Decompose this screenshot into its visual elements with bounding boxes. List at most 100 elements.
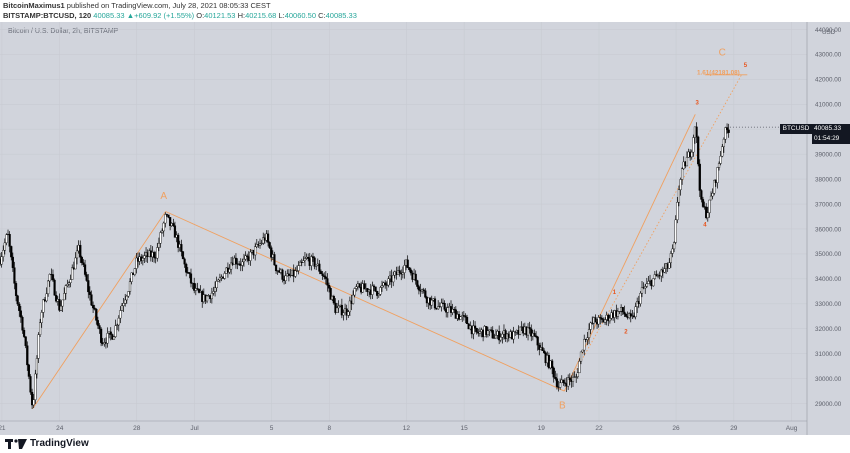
- candle-body: [21, 317, 24, 331]
- y-tick-label: 35000.00: [815, 251, 842, 258]
- tradingview-brand[interactable]: TradingView: [30, 438, 89, 449]
- wave-label: 1.61(42181.08): [697, 69, 740, 76]
- y-tick-label: 42000.00: [815, 77, 842, 84]
- candle-body: [599, 317, 602, 319]
- candle-body: [555, 378, 559, 387]
- candle-body: [653, 274, 656, 279]
- candle-body: [634, 306, 637, 318]
- candle-body: [19, 310, 22, 318]
- ohlc-bar: BITSTAMP:BTCUSD, 120 40085.33 ▲+609.92 (…: [3, 11, 357, 20]
- candle-body: [135, 257, 138, 269]
- open-label: O:: [196, 11, 205, 20]
- candle-body: [32, 399, 35, 406]
- candle-body: [319, 271, 323, 274]
- candle-body: [299, 261, 302, 266]
- candle-body: [578, 360, 581, 374]
- candle-body: [273, 254, 276, 266]
- candle-body: [437, 306, 440, 310]
- candle-body: [353, 288, 356, 296]
- candle-body: [75, 250, 79, 259]
- candle-body: [106, 333, 109, 344]
- y-tick-label: 33000.00: [815, 301, 842, 308]
- candle-body: [422, 289, 425, 291]
- candle-body: [228, 268, 231, 273]
- last-price: 40085.33: [93, 11, 125, 20]
- candle-body: [384, 282, 387, 286]
- candle-body: [164, 214, 167, 224]
- author-name[interactable]: BitcoinMaximus1: [3, 1, 65, 10]
- high-value: 40215.68: [245, 11, 277, 20]
- candle-body: [324, 276, 327, 279]
- x-tick-label: Aug: [786, 425, 798, 432]
- candle-body: [91, 304, 95, 309]
- high-label: H:: [237, 11, 246, 20]
- candle-body: [48, 274, 51, 282]
- candle-body: [58, 299, 61, 311]
- wave-label: 4: [703, 222, 707, 228]
- candle-body: [122, 303, 125, 306]
- candle-body: [692, 137, 695, 153]
- candle-body: [14, 283, 18, 296]
- footer: TradingView: [0, 436, 850, 453]
- candle-body: [501, 333, 504, 338]
- price-axis[interactable]: [807, 22, 850, 435]
- y-axis: 29000.00 30000.00 31000.00 32000.00 33000.00…: [815, 27, 842, 408]
- candle-body: [668, 262, 671, 269]
- current-price: 40085.33: [814, 125, 842, 132]
- x-tick-label: 19: [538, 425, 546, 432]
- candle-body: [387, 278, 390, 286]
- publish-info: BitcoinMaximus1 published on TradingView…: [3, 1, 271, 10]
- candle-body: [47, 280, 50, 295]
- candle-body: [303, 258, 307, 261]
- candle-body: [197, 289, 201, 293]
- candle-body: [244, 255, 247, 260]
- tradingview-logo-icon[interactable]: [5, 439, 27, 449]
- candle-body: [372, 285, 376, 288]
- candle-body: [329, 288, 332, 300]
- chart-title: Bitcoin / U.S. Dollar, 2h, BITSTAMP: [8, 28, 119, 35]
- candle-body: [533, 333, 536, 337]
- candle-body: [125, 295, 128, 301]
- plot-area[interactable]: [0, 22, 807, 421]
- grid: [0, 22, 808, 435]
- candle-body: [586, 337, 589, 340]
- candle-body: [31, 391, 34, 406]
- candle-body: [380, 285, 384, 288]
- candle-body: [552, 367, 555, 378]
- candle-body: [358, 283, 361, 288]
- candle-body: [183, 258, 186, 265]
- y-tick-label: 32000.00: [815, 326, 842, 333]
- y-tick-label: 30000.00: [815, 376, 842, 383]
- candle-body: [567, 377, 570, 387]
- candle-body: [676, 202, 679, 221]
- candle-body: [616, 311, 620, 317]
- candle-body: [451, 309, 454, 313]
- candle-body: [152, 252, 156, 258]
- candle-body: [679, 179, 682, 191]
- candle-body: [196, 288, 199, 290]
- candle-body: [576, 372, 579, 377]
- candle-body: [180, 244, 183, 252]
- candle-body: [10, 246, 13, 258]
- time-axis[interactable]: [0, 421, 807, 435]
- candle-body: [63, 293, 66, 301]
- candle-body: [287, 273, 291, 276]
- candle-body: [340, 304, 343, 316]
- candle-body: [335, 307, 339, 313]
- candle-body: [24, 336, 27, 346]
- y-tick-label: 38000.00: [815, 176, 842, 183]
- y-tick-label: 34000.00: [815, 276, 842, 283]
- candle-body: [674, 219, 677, 243]
- candle-body: [454, 309, 457, 319]
- wave-line: [563, 114, 696, 392]
- candle-body: [624, 313, 628, 317]
- candle-body: [473, 325, 477, 329]
- x-tick-label: 5: [270, 425, 274, 432]
- candle-body: [717, 163, 721, 168]
- candle-body: [571, 376, 575, 382]
- candle-body: [87, 280, 90, 293]
- candle-body: [311, 256, 315, 259]
- candle-body: [337, 305, 340, 309]
- candle-body: [321, 273, 324, 276]
